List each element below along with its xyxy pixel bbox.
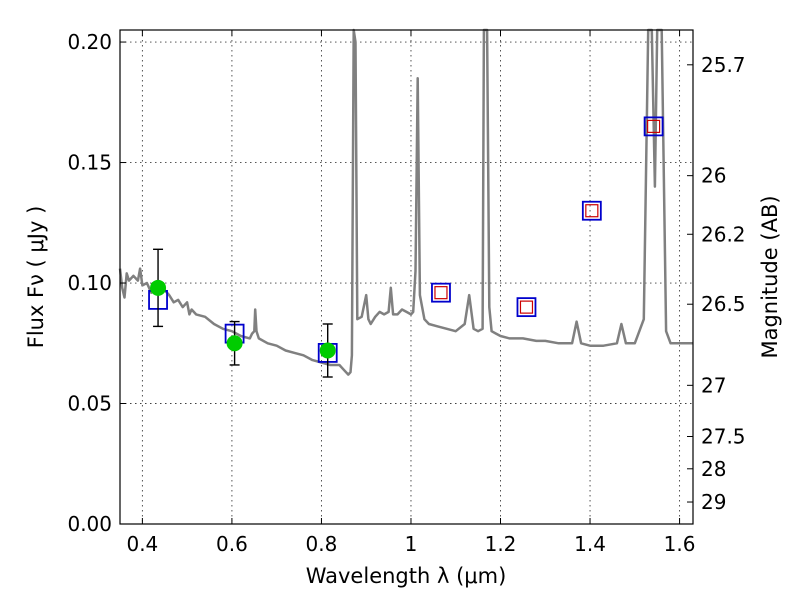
green-data-point bbox=[150, 279, 167, 296]
right-tick-label: 29 bbox=[701, 490, 726, 514]
blue-square-point bbox=[431, 282, 451, 303]
x-tick-label: 1.4 bbox=[574, 532, 606, 556]
x-tick-label: 1 bbox=[405, 532, 418, 556]
y-tick-label: 0.05 bbox=[67, 392, 112, 416]
right-tick-label: 28 bbox=[701, 457, 726, 481]
x-axis-label: Wavelength λ (μm) bbox=[306, 564, 507, 588]
x-tick-label: 1.6 bbox=[664, 532, 696, 556]
right-tick-label: 26 bbox=[701, 164, 726, 188]
ticks-layer: 0.4 0.6 0.8 1 1.2 1.4 1.6 0.00 0.05 0.10 0.15 0.20 2… bbox=[67, 30, 746, 556]
y-tick-label: 0.10 bbox=[67, 271, 112, 295]
y-axis-right-label: Magnitude (AB) bbox=[758, 195, 782, 358]
plot-frame bbox=[119, 29, 694, 525]
right-tick-label: 27 bbox=[701, 373, 726, 397]
right-tick-label: 26.2 bbox=[701, 222, 746, 246]
blue-square-point bbox=[643, 116, 664, 137]
x-tick-label: 0.8 bbox=[306, 532, 338, 556]
red-square-point bbox=[647, 119, 661, 133]
red-square-point bbox=[519, 300, 534, 314]
spectrum-layer bbox=[118, 28, 693, 376]
x-tick-label: 1.2 bbox=[485, 532, 517, 556]
x-tick-label: 0.4 bbox=[126, 532, 158, 556]
marker-layer bbox=[148, 116, 664, 378]
grid-layer bbox=[120, 30, 693, 525]
green-data-point bbox=[319, 342, 336, 359]
spectrum-line bbox=[118, 28, 693, 376]
right-tick-label: 25.7 bbox=[701, 53, 746, 77]
right-tick-label: 26.5 bbox=[701, 292, 746, 316]
red-square-point bbox=[585, 204, 599, 218]
y-tick-label: 0.20 bbox=[67, 30, 112, 54]
y-tick-label: 0.15 bbox=[67, 151, 112, 175]
x-tick-label: 0.6 bbox=[216, 532, 248, 556]
blue-square-point bbox=[581, 200, 602, 221]
y-tick-label: 0.00 bbox=[67, 512, 112, 536]
blue-square-point bbox=[516, 297, 537, 318]
y-axis-label: Flux Fν ( μJy ) bbox=[24, 206, 48, 349]
right-tick-label: 27.5 bbox=[701, 425, 746, 449]
red-square-point bbox=[434, 286, 448, 300]
green-data-point bbox=[226, 335, 243, 352]
